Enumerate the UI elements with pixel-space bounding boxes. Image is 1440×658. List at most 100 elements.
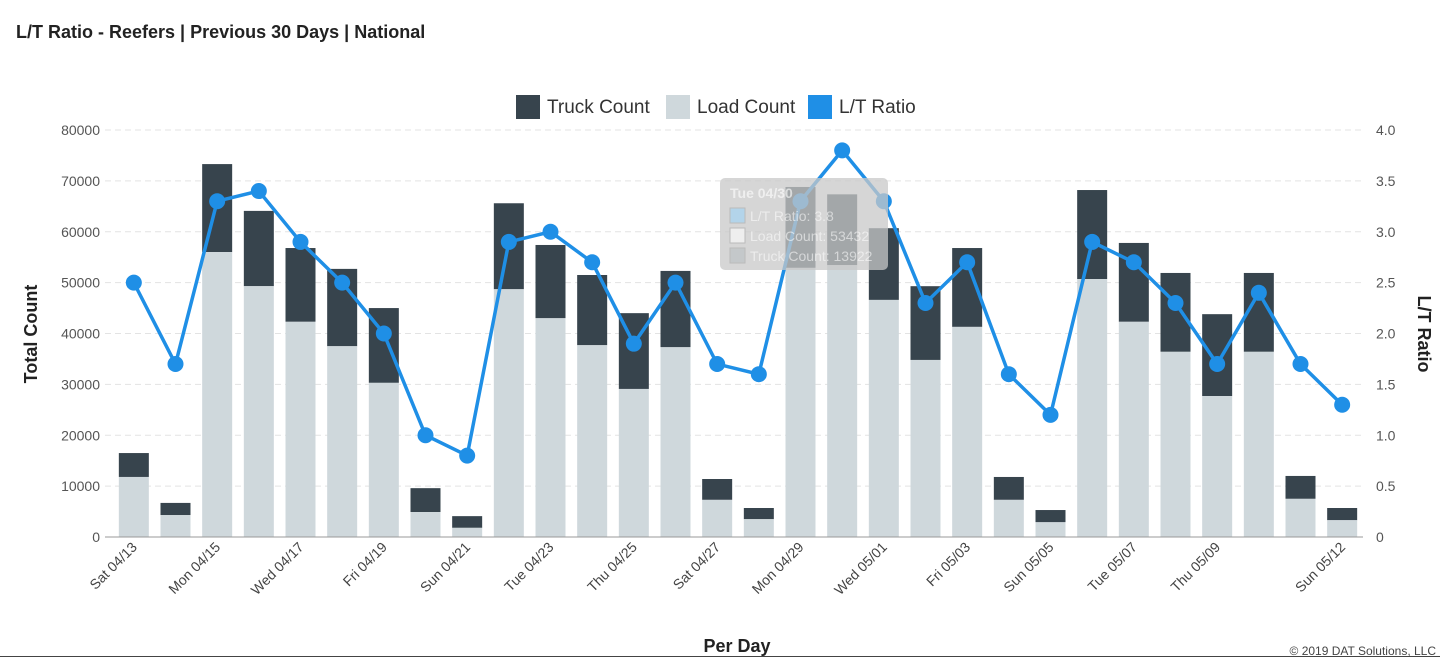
y-tick-label: 70000 <box>61 173 100 189</box>
y-tick-label: 10000 <box>61 478 100 494</box>
bar-load-count <box>577 345 608 537</box>
ratio-point <box>917 294 934 311</box>
y2-tick-label: 0.5 <box>1376 478 1396 494</box>
tooltip-row: Load Count: 53432 <box>750 228 869 244</box>
bar-load-count <box>785 267 816 537</box>
bar-load-count <box>1160 351 1191 537</box>
bar-truck-count <box>410 488 441 513</box>
ratio-point <box>1334 396 1351 413</box>
ratio-point <box>750 366 767 383</box>
x-tick-label: Sun 05/05 <box>1000 539 1057 596</box>
x-tick-label: Mon 04/15 <box>165 539 223 597</box>
y-tick-label: 0 <box>92 529 100 545</box>
bar-load-count <box>743 519 774 537</box>
bar-load-count <box>493 289 524 537</box>
y-tick-label: 80000 <box>61 122 100 138</box>
ratio-point <box>417 427 434 444</box>
divider <box>0 656 1440 657</box>
ratio-point <box>1084 233 1101 250</box>
bar-truck-count <box>452 516 483 528</box>
bar-truck-count <box>1327 508 1358 521</box>
bar-load-count <box>618 388 649 537</box>
x-tick-label: Mon 04/29 <box>749 539 807 597</box>
ratio-point <box>1292 356 1309 373</box>
bar-load-count <box>243 286 274 537</box>
legend-swatch <box>516 95 540 119</box>
bar-truck-count <box>702 479 733 500</box>
y-axis-title: Total Count <box>21 285 41 384</box>
bar-load-count <box>993 499 1024 537</box>
x-tick-label: Sat 04/13 <box>86 539 140 593</box>
x-tick-label: Tue 04/23 <box>501 539 557 595</box>
bar-load-count <box>202 252 233 537</box>
ratio-point <box>1167 294 1184 311</box>
tooltip-swatch <box>729 247 746 264</box>
ratio-point <box>542 223 559 240</box>
bar-load-count <box>368 382 399 537</box>
ratio-point <box>709 356 726 373</box>
bar-load-count <box>410 512 441 537</box>
x-axis-title: Per Day <box>703 636 770 656</box>
bar-load-count <box>452 527 483 537</box>
bar-load-count <box>952 326 983 537</box>
bar-load-count <box>1243 351 1274 537</box>
ratio-point <box>834 142 851 159</box>
bar-truck-count <box>118 453 149 477</box>
ratio-point <box>1000 366 1017 383</box>
bar-load-count <box>327 346 358 537</box>
bar-load-count <box>660 347 691 537</box>
copyright: © 2019 DAT Solutions, LLC <box>1289 644 1436 658</box>
ratio-point <box>125 274 142 291</box>
x-tick-label: Fri 05/03 <box>923 539 974 590</box>
bar-load-count <box>285 321 316 537</box>
ratio-point <box>167 356 184 373</box>
bar-truck-count <box>285 248 316 322</box>
ratio-point <box>334 274 351 291</box>
y-tick-label: 40000 <box>61 326 100 342</box>
bar-load-count <box>118 476 149 537</box>
bar-truck-count <box>577 274 608 346</box>
x-tick-label: Sun 05/12 <box>1292 539 1349 596</box>
tooltip-row: Truck Count: 13922 <box>750 248 873 264</box>
y-tick-label: 60000 <box>61 224 100 240</box>
bar-truck-count <box>535 244 566 319</box>
legend-swatch <box>808 95 832 119</box>
y2-tick-label: 0 <box>1376 529 1384 545</box>
ratio-line <box>132 147 1344 459</box>
bar-truck-count <box>243 210 274 287</box>
x-tick-label: Wed 04/17 <box>248 539 307 598</box>
legend-label: Truck Count <box>547 97 650 118</box>
ratio-point <box>959 254 976 271</box>
bar-load-count <box>535 318 566 537</box>
bar-load-count <box>160 515 191 537</box>
ratio-point <box>1125 254 1142 271</box>
bar-load-count <box>702 499 733 537</box>
bar-load-count <box>1285 498 1316 537</box>
tooltip-box <box>720 178 888 270</box>
y2-tick-label: 2.5 <box>1376 275 1396 291</box>
bar-truck-count <box>743 508 774 520</box>
bar-truck-count <box>1202 314 1233 397</box>
y2-axis-title: L/T Ratio <box>1414 296 1434 373</box>
bar-load-count <box>868 299 899 537</box>
ratio-point <box>584 254 601 271</box>
y-tick-label: 50000 <box>61 275 100 291</box>
bar-truck-count <box>1035 510 1066 523</box>
bar-load-count <box>1327 520 1358 537</box>
y2-tick-label: 3.0 <box>1376 224 1396 240</box>
y2-tick-label: 2.0 <box>1376 326 1396 342</box>
bar-load-count <box>1118 321 1149 537</box>
x-tick-label: Tue 05/07 <box>1084 539 1140 595</box>
ratio-point <box>459 447 476 464</box>
bar-load-count <box>1035 522 1066 537</box>
bar-truck-count <box>160 502 191 516</box>
bar-truck-count <box>993 476 1024 500</box>
bar-load-count <box>1077 279 1108 537</box>
x-tick-label: Fri 04/19 <box>340 539 391 590</box>
y-tick-label: 20000 <box>61 427 100 443</box>
bar-truck-count <box>1285 475 1316 499</box>
bar-load-count <box>910 359 941 537</box>
x-tick-label: Thu 04/25 <box>584 539 640 595</box>
ratio-point <box>500 233 517 250</box>
